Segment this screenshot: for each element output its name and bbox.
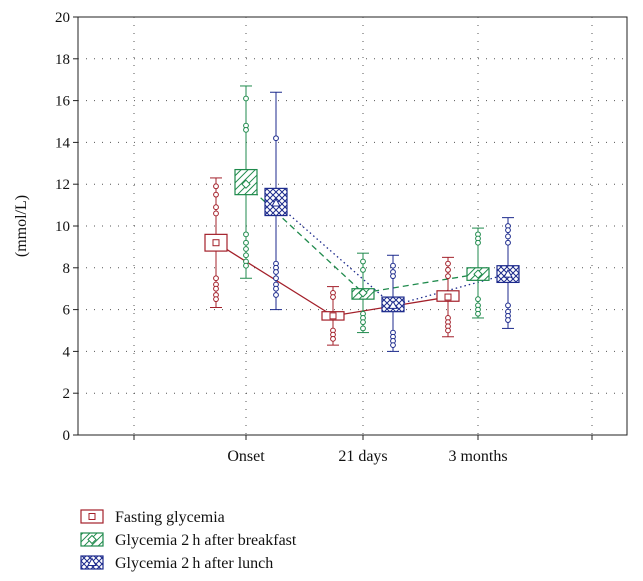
mean-marker: [358, 288, 368, 298]
data-point: [213, 285, 219, 292]
data-point: [273, 135, 279, 142]
y-tick-label: 6: [63, 303, 71, 319]
data-point: [330, 335, 336, 342]
plot-area: [77, 16, 628, 436]
series-group: [264, 91, 520, 352]
data-point: [360, 258, 366, 265]
data-point: [273, 292, 279, 298]
y-tick-label: 12: [55, 177, 70, 193]
data-point: [330, 294, 336, 300]
mean-marker: [473, 269, 483, 279]
y-tick-label: 16: [55, 94, 71, 110]
data-point: [505, 239, 511, 246]
mean-marker: [88, 513, 96, 520]
legend-label: Fasting glycemia: [115, 509, 225, 526]
data-point: [475, 239, 481, 246]
box: [436, 256, 460, 338]
y-tick-label: 14: [55, 135, 71, 151]
data-point: [243, 252, 249, 259]
mean-marker: [388, 300, 398, 309]
data-point: [213, 183, 219, 190]
box: [496, 217, 520, 329]
data-point: [273, 275, 279, 282]
data-point: [243, 95, 249, 102]
data-point: [505, 302, 511, 309]
data-point: [445, 327, 451, 334]
data-point: [505, 317, 511, 323]
legend-item: Glycemia 2 h after breakfast: [80, 532, 297, 549]
legend-item: Glycemia 2 h after lunch: [80, 555, 273, 572]
data-point: [475, 296, 481, 303]
data-point: [273, 269, 279, 275]
box-series: [204, 85, 520, 352]
box: [264, 91, 288, 311]
x-tick-label: 21 days: [338, 448, 387, 465]
box: [234, 85, 258, 279]
data-point: [213, 204, 219, 211]
data-point: [243, 262, 249, 269]
y-tick-label: 10: [55, 219, 70, 235]
mean-line: [275, 202, 509, 307]
mean-marker: [503, 269, 513, 278]
y-axis-label: (mmol/L): [13, 195, 30, 257]
legend: Fasting glycemia Glycemia 2 h after break…: [80, 509, 297, 572]
box: [204, 177, 228, 309]
mean-line: [215, 242, 449, 317]
y-tick-label: 2: [63, 386, 71, 402]
mean-marker: [444, 293, 452, 301]
plot-frame: [77, 16, 628, 436]
series-group: [204, 177, 460, 346]
data-point: [445, 266, 451, 273]
legend-label: Glycemia 2 h after breakfast: [115, 532, 297, 549]
data-point: [475, 310, 481, 317]
y-tick-label: 0: [63, 428, 71, 444]
box: [321, 286, 345, 346]
mean-marker: [87, 534, 97, 545]
data-point: [213, 296, 219, 303]
box: [351, 252, 375, 334]
data-point: [243, 239, 249, 246]
series-group: [234, 85, 490, 334]
data-point: [243, 246, 249, 252]
data-point: [360, 266, 366, 273]
x-tick-label: Onset: [227, 448, 265, 465]
data-point: [273, 285, 279, 292]
legend-label: Glycemia 2 h after lunch: [115, 555, 273, 572]
mean-marker: [329, 312, 337, 320]
data-point: [390, 273, 396, 280]
mean-marker: [212, 239, 220, 247]
data-point: [390, 262, 396, 269]
data-point: [390, 342, 396, 349]
mean-line: [245, 183, 479, 294]
data-point: [505, 233, 511, 240]
mean-marker: [87, 557, 97, 566]
data-point: [243, 231, 249, 238]
y-axis: 0 2 4 6 8 10 12 14 16 18 20: [55, 10, 78, 444]
data-point: [445, 273, 451, 280]
data-point: [505, 227, 511, 234]
y-tick-label: 20: [55, 10, 70, 26]
data-point: [213, 191, 219, 198]
box: [381, 254, 405, 352]
data-point: [213, 210, 219, 217]
data-point: [213, 275, 219, 282]
data-point: [445, 260, 451, 267]
x-tick-label: 3 months: [448, 448, 507, 465]
legend-item: Fasting glycemia: [80, 509, 225, 526]
grid-lines: [78, 17, 627, 435]
box: [466, 227, 490, 319]
data-point: [360, 319, 366, 326]
mean-marker: [271, 198, 281, 207]
data-point: [360, 325, 366, 332]
data-point: [243, 126, 249, 133]
x-axis: Onset 21 days 3 months: [133, 435, 593, 465]
y-tick-label: 18: [55, 52, 70, 68]
y-tick-label: 4: [63, 344, 71, 360]
y-tick-label: 8: [63, 261, 71, 277]
mean-marker: [241, 179, 251, 189]
